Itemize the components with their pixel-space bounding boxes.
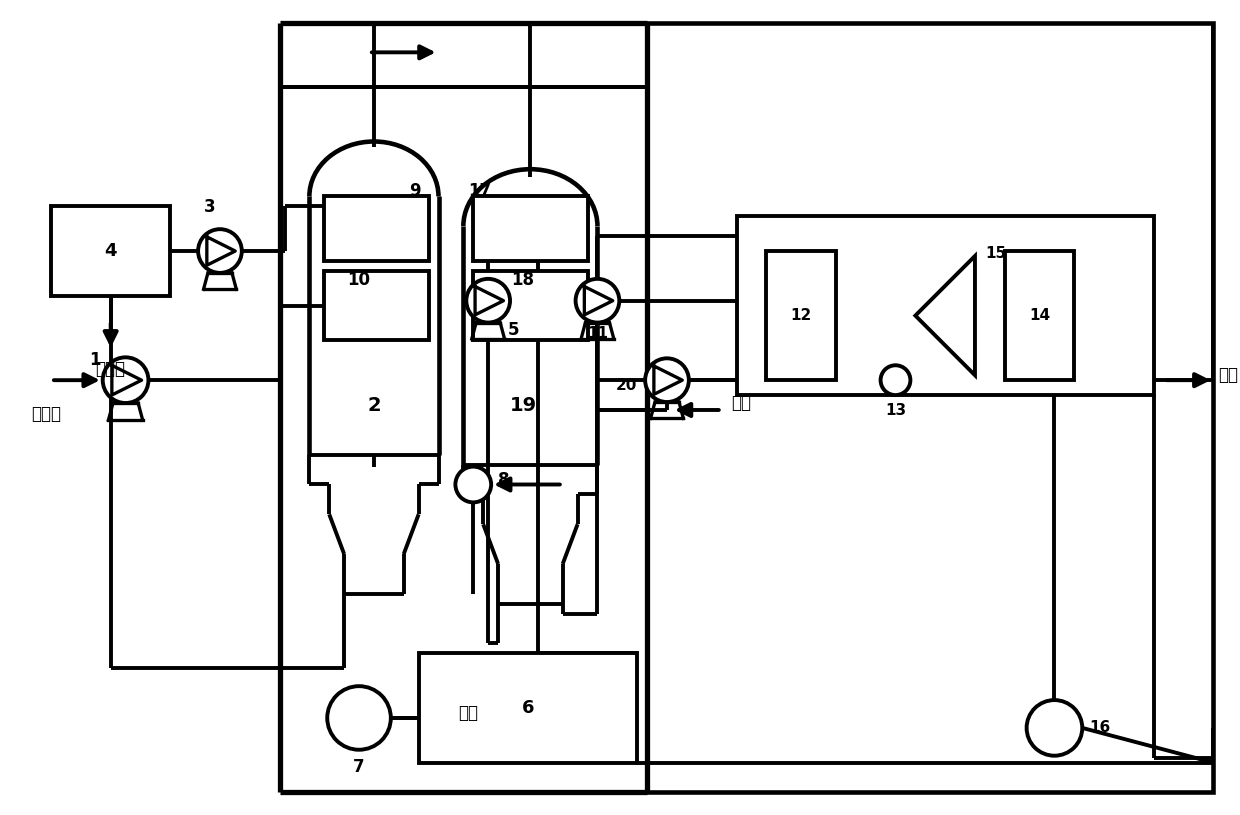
Text: 14: 14 [1029, 308, 1050, 323]
Text: 1: 1 [89, 351, 100, 369]
Text: 6: 6 [522, 699, 534, 717]
Text: 固体盐: 固体盐 [95, 360, 125, 378]
Circle shape [575, 279, 619, 323]
Text: 8: 8 [498, 470, 510, 488]
Circle shape [645, 359, 689, 402]
Text: 10: 10 [347, 271, 371, 289]
Circle shape [327, 686, 391, 750]
Bar [766, 251, 836, 380]
Text: 19: 19 [510, 395, 537, 415]
Text: 空气: 空气 [732, 394, 751, 412]
Polygon shape [915, 256, 975, 375]
Text: 浓盐水: 浓盐水 [31, 405, 61, 423]
Text: 清水: 清水 [1219, 366, 1239, 384]
Bar [474, 271, 588, 341]
Bar [419, 654, 637, 763]
Text: 7: 7 [353, 758, 365, 776]
Text: 余热: 余热 [459, 704, 479, 722]
Bar [51, 206, 170, 296]
Text: 4: 4 [104, 242, 117, 260]
Circle shape [103, 357, 149, 403]
Text: 17: 17 [469, 183, 491, 200]
Text: 16: 16 [1089, 720, 1111, 735]
Bar [324, 196, 429, 261]
Circle shape [1027, 700, 1083, 756]
Circle shape [198, 229, 242, 273]
Text: 5: 5 [508, 320, 520, 338]
Text: 9: 9 [409, 183, 420, 200]
Bar [474, 196, 588, 261]
Text: 20: 20 [616, 377, 637, 393]
Text: 12: 12 [790, 308, 812, 323]
Text: 18: 18 [511, 271, 534, 289]
Text: 11: 11 [587, 325, 608, 341]
Circle shape [880, 365, 910, 395]
Text: 2: 2 [367, 395, 381, 415]
Text: 3: 3 [205, 198, 216, 216]
Circle shape [466, 279, 510, 323]
Bar [324, 271, 429, 341]
Circle shape [455, 467, 491, 502]
Bar [737, 216, 1153, 395]
Text: 13: 13 [885, 403, 906, 418]
Bar [647, 23, 1214, 792]
Bar [1004, 251, 1074, 380]
Text: 15: 15 [985, 246, 1006, 261]
